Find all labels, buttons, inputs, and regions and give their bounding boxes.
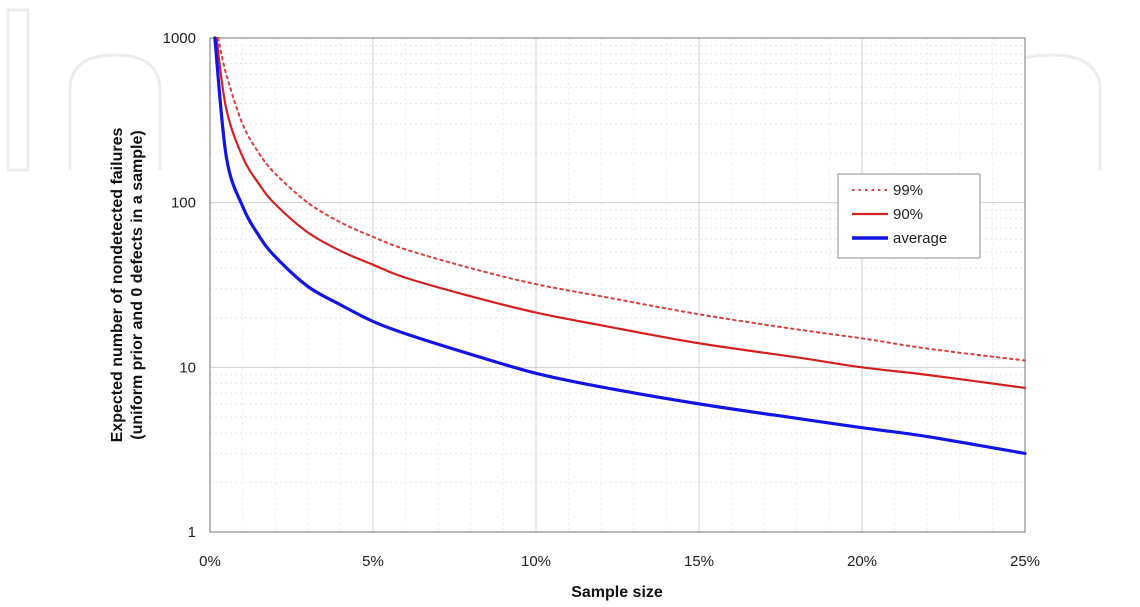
- series-line-average: [213, 36, 1027, 456]
- y-tick-label: 1000: [163, 30, 196, 47]
- legend-entries: 99% 90% average: [852, 182, 947, 247]
- x-tick-label: 0%: [199, 553, 221, 570]
- y-tick-label: 100: [171, 195, 196, 212]
- x-tick-label: 20%: [847, 553, 877, 570]
- series-layer: [213, 36, 1027, 456]
- series-line-90pct: [215, 36, 1027, 390]
- legend-box: [837, 173, 981, 259]
- y-axis-title-line1: Expected number of nondetected failures: [109, 128, 126, 443]
- plot-area: [210, 38, 1025, 532]
- legend-label: 99%: [893, 182, 923, 199]
- y-axis-ticks: 1 10 100 1000: [163, 30, 196, 541]
- y-axis-title: Expected number of nondetected failures …: [109, 128, 146, 443]
- x-axis-ticks: 0% 5% 10% 15% 20% 25%: [199, 553, 1040, 570]
- x-axis-title: Sample size: [571, 584, 663, 601]
- x-tick-label: 10%: [521, 553, 551, 570]
- legend: 99% 90% average: [837, 173, 981, 259]
- y-tick-label: 10: [179, 359, 196, 376]
- x-tick-label: 15%: [684, 553, 714, 570]
- y-axis-title-line2: (uniform prior and 0 defects in a sample…: [129, 130, 146, 439]
- plot-border: [209, 37, 1026, 533]
- legend-label: average: [893, 230, 947, 247]
- x-tick-label: 25%: [1010, 553, 1040, 570]
- y-tick-label: 1: [188, 524, 196, 541]
- x-tick-label: 5%: [362, 553, 384, 570]
- legend-label: 90%: [893, 206, 923, 223]
- series-line-99pct: [217, 37, 1026, 362]
